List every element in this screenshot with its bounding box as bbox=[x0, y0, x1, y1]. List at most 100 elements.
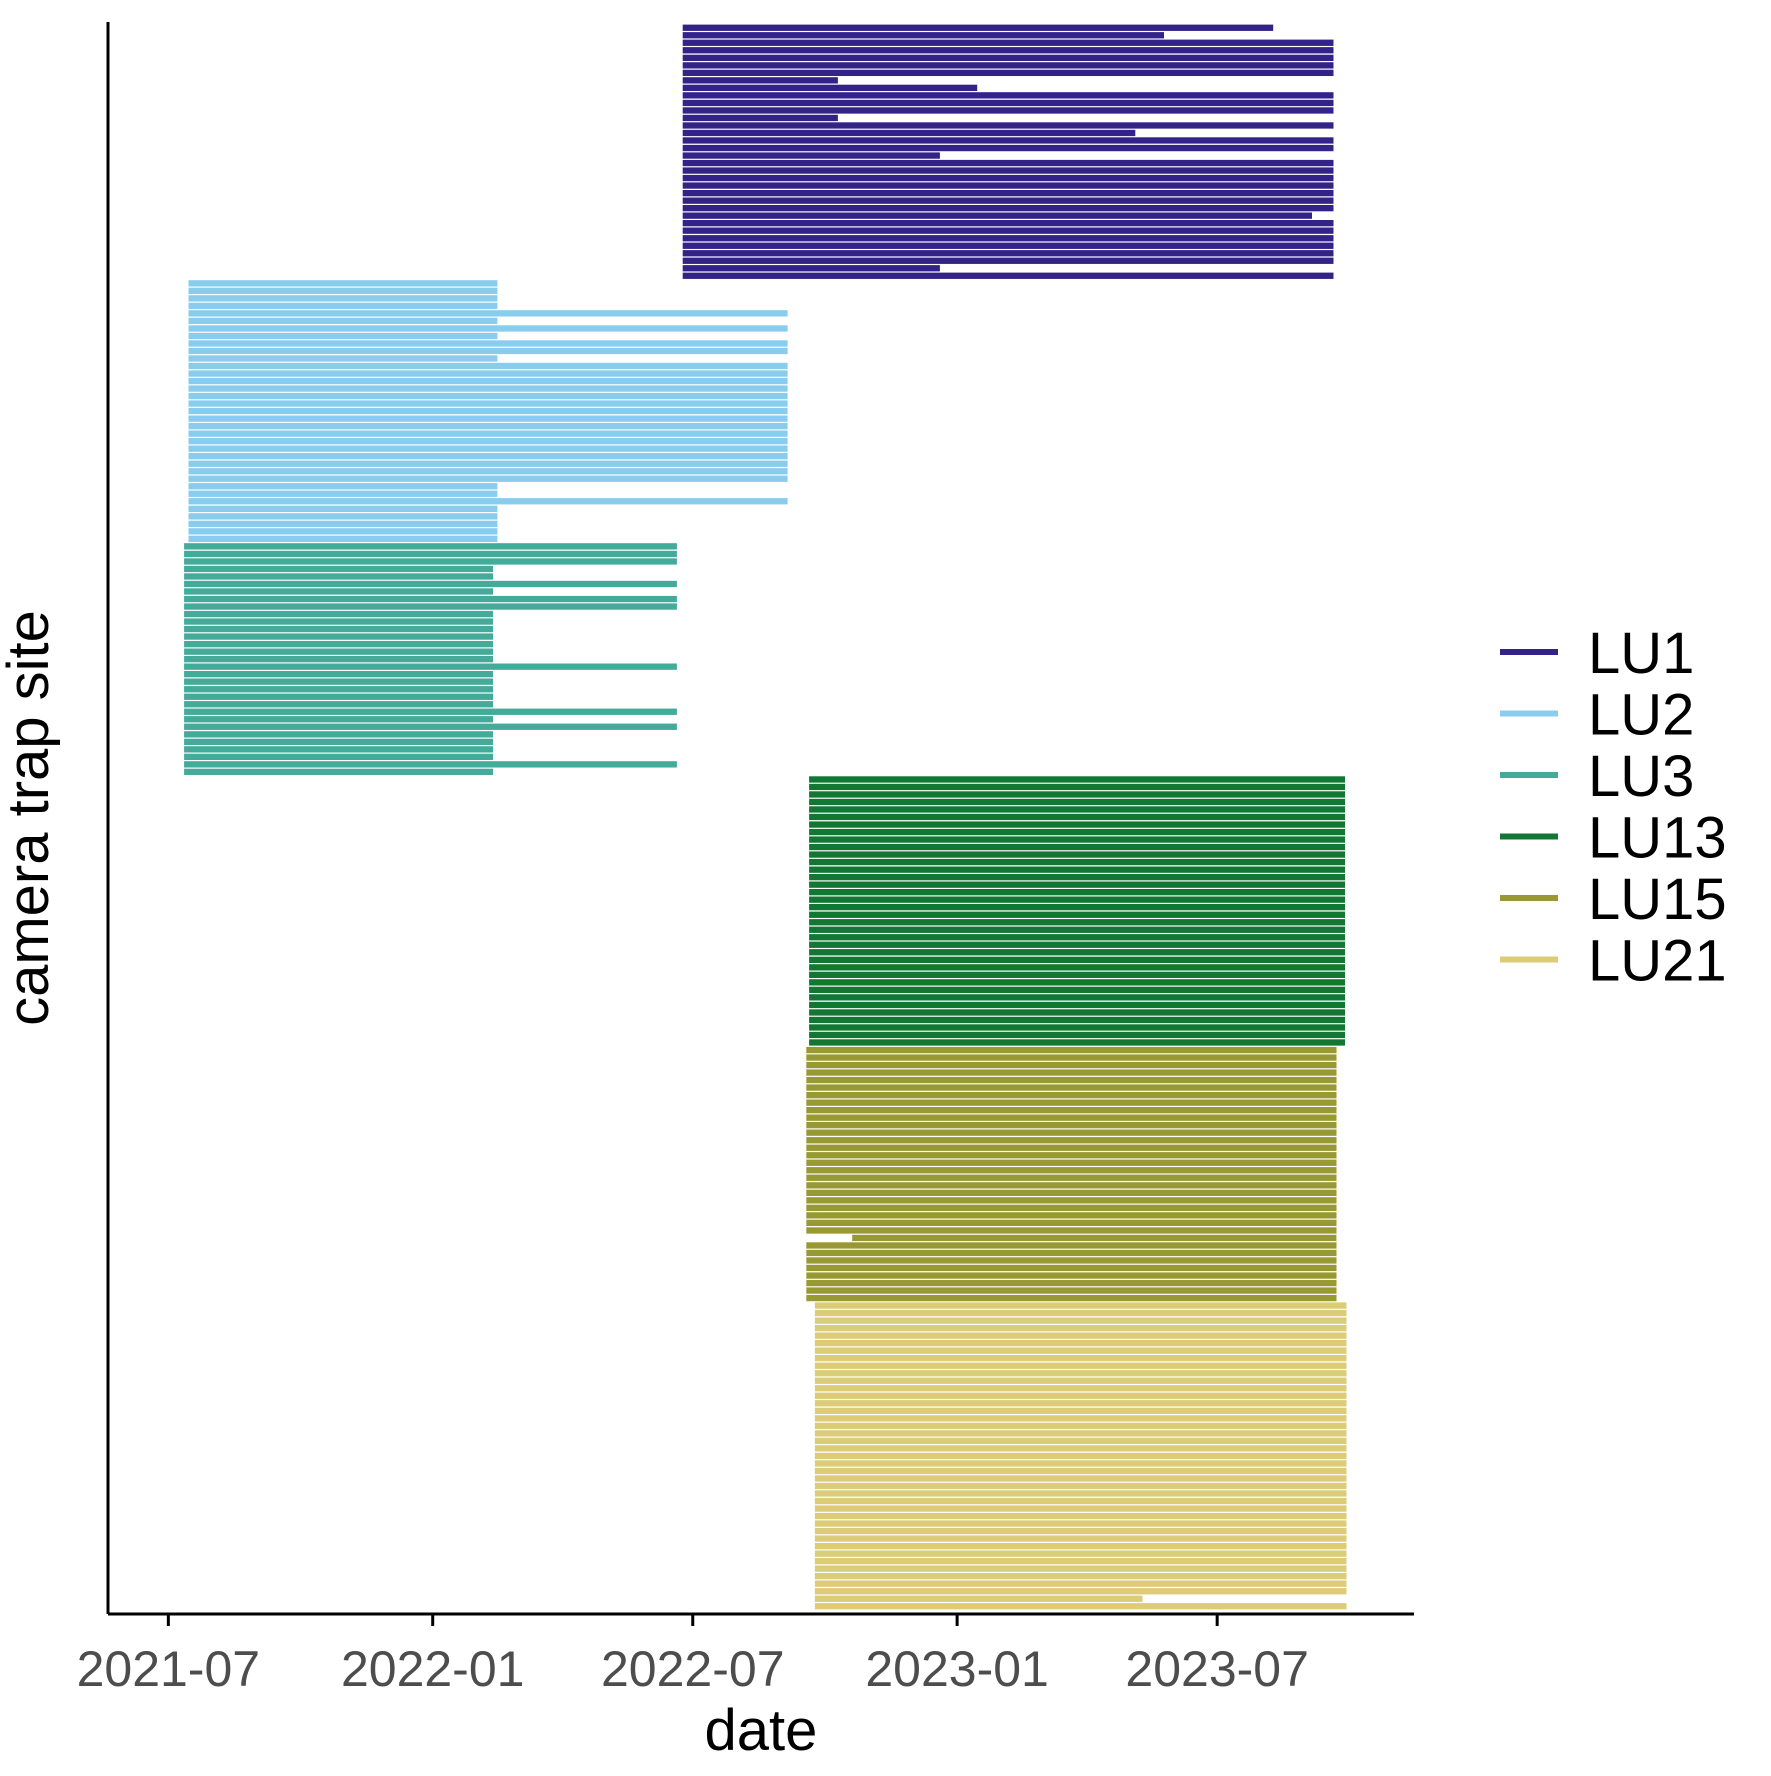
deployment-bar-lu2 bbox=[188, 325, 788, 332]
deployment-bar-lu2 bbox=[188, 355, 498, 362]
deployment-bar-lu21 bbox=[814, 1422, 1347, 1430]
deployment-bar-lu2 bbox=[188, 535, 498, 543]
deployment-bar-lu21 bbox=[814, 1595, 1143, 1602]
deployment-bar-lu13 bbox=[809, 866, 1345, 873]
deployment-bar-lu3 bbox=[184, 731, 493, 738]
deployment-bar-lu1 bbox=[682, 242, 1334, 249]
deployment-bar-lu3 bbox=[184, 753, 493, 761]
deployment-bar-lu3 bbox=[184, 595, 677, 603]
deployment-bar-lu13 bbox=[809, 851, 1345, 858]
deployment-bar-lu13 bbox=[809, 971, 1345, 979]
deployment-bar-lu21 bbox=[814, 1317, 1347, 1324]
deployment-bar-lu21 bbox=[814, 1512, 1347, 1520]
deployment-bar-lu21 bbox=[814, 1400, 1347, 1407]
deployment-bar-lu21 bbox=[814, 1520, 1347, 1527]
deployment-bar-lu15 bbox=[806, 1046, 1337, 1054]
deployment-bar-lu13 bbox=[809, 843, 1345, 851]
deployment-bar-lu15 bbox=[806, 1076, 1337, 1084]
deployment-bar-lu1 bbox=[682, 114, 838, 122]
deployment-bar-lu13 bbox=[809, 791, 1345, 798]
deployment-bar-lu2 bbox=[188, 483, 498, 490]
deployment-bar-lu13 bbox=[809, 806, 1345, 813]
deployment-bar-lu2 bbox=[188, 460, 788, 467]
x-tick-label: 2022-01 bbox=[341, 1641, 525, 1697]
deployment-bar-lu1 bbox=[682, 227, 1334, 234]
deployment-bar-lu15 bbox=[806, 1129, 1337, 1136]
legend-item-lu15: LU15 bbox=[1500, 867, 1727, 932]
deployment-bar-lu2 bbox=[188, 377, 788, 385]
x-tick-label: 2021-07 bbox=[77, 1641, 261, 1697]
legend-label-lu15: LU15 bbox=[1588, 867, 1727, 932]
deployment-bar-lu21 bbox=[814, 1355, 1347, 1362]
deployment-bar-lu1 bbox=[682, 92, 1334, 99]
deployment-bar-lu2 bbox=[188, 310, 788, 317]
deployment-bar-lu13 bbox=[809, 881, 1345, 888]
deployment-bar-lu15 bbox=[806, 1122, 1337, 1129]
deployment-bar-lu1 bbox=[682, 257, 1334, 264]
deployment-bar-lu2 bbox=[188, 317, 498, 325]
deployment-bar-lu13 bbox=[809, 919, 1345, 926]
deployment-bar-lu21 bbox=[814, 1340, 1347, 1347]
deployment-bar-lu13 bbox=[809, 858, 1345, 866]
deployment-bar-lu3 bbox=[184, 603, 677, 610]
deployment-bar-lu15 bbox=[806, 1197, 1337, 1204]
y-axis-title: camera trap site bbox=[0, 610, 61, 1026]
deployment-bar-lu13 bbox=[809, 783, 1345, 791]
deployment-bar-lu13 bbox=[809, 979, 1345, 986]
deployment-bar-lu13 bbox=[809, 1031, 1345, 1039]
deployment-bar-lu1 bbox=[682, 235, 1334, 242]
deployment-bar-lu15 bbox=[806, 1257, 1337, 1264]
deployment-bar-lu3 bbox=[184, 678, 493, 685]
deployment-bar-lu13 bbox=[809, 964, 1345, 971]
deployment-bar-lu2 bbox=[188, 302, 498, 310]
deployment-bar-lu3 bbox=[184, 663, 677, 670]
deployment-bar-lu3 bbox=[184, 768, 493, 776]
legend-label-lu21: LU21 bbox=[1588, 929, 1727, 994]
deployment-bar-lu3 bbox=[184, 686, 493, 693]
deployment-bar-lu1 bbox=[682, 152, 940, 159]
deployment-bar-lu2 bbox=[188, 347, 788, 355]
deployment-bar-lu2 bbox=[188, 505, 498, 513]
deployment-bar-lu3 bbox=[184, 746, 493, 753]
deployment-bar-lu15 bbox=[806, 1159, 1337, 1166]
deployment-bar-lu3 bbox=[184, 588, 493, 595]
deployment-bar-lu2 bbox=[188, 430, 788, 437]
deployment-bar-lu15 bbox=[806, 1069, 1337, 1076]
deployment-bar-lu13 bbox=[809, 1001, 1345, 1009]
deployment-bar-lu3 bbox=[184, 723, 677, 730]
deployment-bar-lu3 bbox=[184, 610, 493, 618]
deployment-bar-lu1 bbox=[682, 77, 838, 84]
deployment-bar-lu21 bbox=[814, 1407, 1347, 1415]
deployment-bar-lu21 bbox=[814, 1580, 1347, 1587]
deployment-bar-lu3 bbox=[184, 565, 493, 573]
deployment-bar-lu15 bbox=[806, 1084, 1337, 1091]
deployment-bar-lu3 bbox=[184, 761, 677, 768]
deployment-bar-lu2 bbox=[188, 362, 788, 370]
deployment-bar-lu21 bbox=[814, 1565, 1347, 1572]
deployment-bar-lu15 bbox=[806, 1249, 1337, 1257]
deployment-bar-lu15 bbox=[806, 1137, 1337, 1144]
deployment-bar-lu15 bbox=[806, 1092, 1337, 1099]
deployment-bar-lu15 bbox=[806, 1174, 1337, 1181]
deployment-bar-lu13 bbox=[809, 776, 1345, 783]
deployment-bar-lu21 bbox=[814, 1460, 1347, 1467]
deployment-bar-lu21 bbox=[814, 1588, 1347, 1595]
deployment-bar-lu13 bbox=[809, 836, 1345, 843]
deployment-bar-lu2 bbox=[188, 423, 788, 430]
deployment-bar-lu2 bbox=[188, 370, 788, 377]
x-ticks-layer: 2021-07 2022-01 2022-07 2023-01 2023-07 bbox=[77, 1614, 1309, 1697]
legend-item-lu2: LU2 bbox=[1500, 683, 1694, 748]
legend-item-lu21: LU21 bbox=[1500, 929, 1727, 994]
deployment-bar-lu13 bbox=[809, 1039, 1345, 1046]
deployment-bar-lu21 bbox=[814, 1392, 1347, 1399]
deployment-bar-lu1 bbox=[682, 39, 1334, 46]
deployment-bar-lu21 bbox=[814, 1385, 1347, 1392]
legend-label-lu3: LU3 bbox=[1588, 744, 1694, 809]
deployment-bar-lu1 bbox=[682, 159, 1334, 167]
deployment-bar-lu2 bbox=[188, 295, 498, 302]
deployment-bar-lu2 bbox=[188, 468, 788, 475]
deployment-bar-lu2 bbox=[188, 400, 788, 407]
deployment-bar-lu1 bbox=[682, 190, 1334, 197]
